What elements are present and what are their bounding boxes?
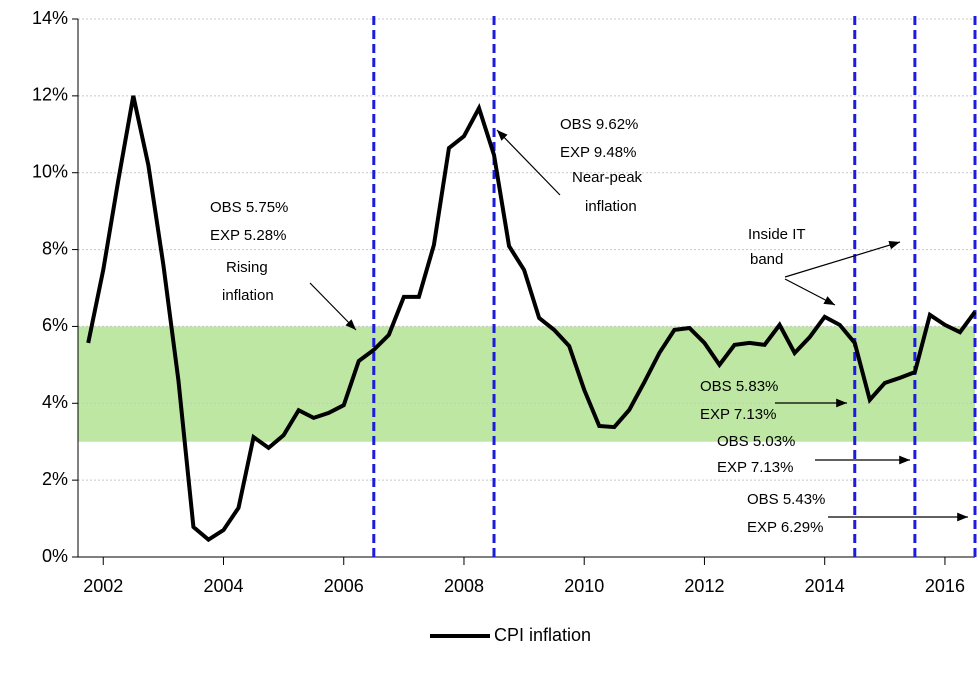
legend-label: CPI inflation (494, 625, 591, 645)
annotation: Inside IT (748, 226, 806, 243)
annotation-arrow (784, 241, 901, 278)
annotation: inflation (222, 287, 274, 304)
series-line (86, 95, 977, 543)
annotation: Rising (226, 259, 268, 276)
annotation: Near-peak (572, 169, 643, 186)
target-band (78, 326, 975, 442)
x-tick-label: 2006 (324, 576, 364, 596)
annotation: OBS 5.75% (210, 199, 288, 216)
x-tick-label: 2008 (444, 576, 484, 596)
annotation: EXP 9.48% (560, 144, 636, 161)
annotation-arrow (309, 282, 357, 331)
x-tick-label: 2010 (564, 576, 604, 596)
annotation: inflation (585, 198, 637, 215)
y-tick-label: 2% (42, 469, 68, 489)
annotation: OBS 5.03% (717, 433, 795, 450)
y-tick-label: 8% (42, 238, 68, 258)
annotation-arrow (784, 278, 836, 306)
x-tick-label: 2012 (684, 576, 724, 596)
y-tick-label: 12% (32, 85, 68, 105)
annotation: EXP 5.28% (210, 227, 286, 244)
annotation-arrow (496, 129, 561, 196)
annotation: OBS 5.43% (747, 491, 825, 508)
annotation: OBS 5.83% (700, 378, 778, 395)
annotation: EXP 7.13% (717, 459, 793, 476)
y-tick-label: 0% (42, 546, 68, 566)
x-tick-label: 2016 (925, 576, 965, 596)
y-tick-label: 4% (42, 392, 68, 412)
annotation: EXP 6.29% (747, 519, 823, 536)
x-tick-label: 2002 (83, 576, 123, 596)
annotation: OBS 9.62% (560, 116, 638, 133)
x-tick-label: 2014 (805, 576, 845, 596)
y-tick-label: 10% (32, 161, 68, 181)
annotation: band (750, 251, 783, 268)
x-tick-label: 2004 (203, 576, 243, 596)
y-tick-label: 14% (32, 8, 68, 28)
annotation: EXP 7.13% (700, 406, 776, 423)
y-tick-label: 6% (42, 315, 68, 335)
